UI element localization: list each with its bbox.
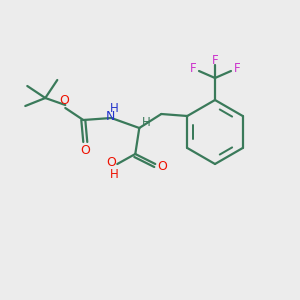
Text: F: F	[212, 53, 218, 67]
Text: H: H	[110, 101, 119, 115]
Text: O: O	[106, 157, 116, 169]
Text: O: O	[80, 143, 90, 157]
Text: O: O	[157, 160, 167, 172]
Text: F: F	[234, 62, 240, 76]
Text: N: N	[106, 110, 115, 122]
Text: O: O	[59, 94, 69, 107]
Text: F: F	[190, 62, 196, 76]
Text: H: H	[142, 116, 151, 128]
Text: H: H	[110, 167, 119, 181]
